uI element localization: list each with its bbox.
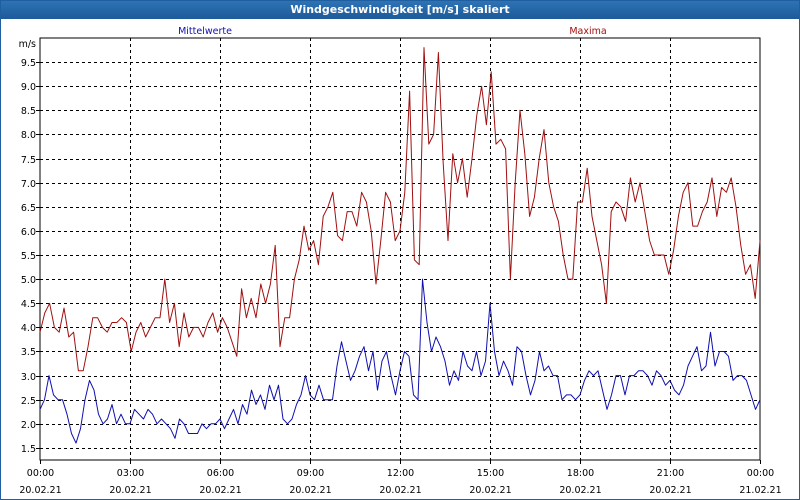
y-tick-label: 2.5 xyxy=(21,396,36,407)
y-tick-label: 4.0 xyxy=(21,323,36,334)
chart-series xyxy=(39,47,761,444)
y-tick-label: 7.5 xyxy=(21,155,36,166)
y-tick-label: 3.0 xyxy=(21,372,36,383)
y-tick-label: 8.5 xyxy=(21,106,36,117)
x-tick-date-label: 20.02.21 xyxy=(379,485,421,496)
series-line-mittelwerte xyxy=(39,278,761,444)
y-tick-label: 8.0 xyxy=(21,130,36,141)
x-tick-date-label: 20.02.21 xyxy=(559,485,601,496)
y-tick-label: 5.0 xyxy=(21,275,36,286)
y-tick-label: 9.5 xyxy=(21,58,36,69)
x-tick-date-label: 20.02.21 xyxy=(109,485,151,496)
y-tick-label: 4.5 xyxy=(21,299,36,310)
x-tick-time-label: 06:00 xyxy=(207,468,234,479)
x-tick-time-label: 00:00 xyxy=(747,468,774,479)
chart-axes xyxy=(36,37,761,464)
legend-entry-maxima: Maxima xyxy=(569,26,606,37)
y-tick-label: 1.5 xyxy=(21,444,36,455)
y-tick-label: 6.0 xyxy=(21,227,36,238)
y-tick-label: 3.5 xyxy=(21,347,36,358)
legend-entry-mittelwerte: Mittelwerte xyxy=(178,26,232,37)
x-tick-date-label: 20.02.21 xyxy=(649,485,691,496)
x-tick-time-label: 12:00 xyxy=(387,468,414,479)
x-tick-time-label: 18:00 xyxy=(567,468,594,479)
x-tick-time-label: 00:00 xyxy=(27,468,54,479)
chart-grid xyxy=(40,38,760,460)
y-tick-label: 2.0 xyxy=(21,420,36,431)
y-tick-label: 6.5 xyxy=(21,203,36,214)
x-tick-time-label: 15:00 xyxy=(477,468,504,479)
x-tick-time-label: 21:00 xyxy=(657,468,684,479)
x-tick-date-label: 20.02.21 xyxy=(199,485,241,496)
x-tick-time-label: 03:00 xyxy=(117,468,144,479)
x-tick-time-label: 09:00 xyxy=(297,468,324,479)
x-tick-date-label: 20.02.21 xyxy=(469,485,511,496)
window-title: Windgeschwindigkeit [m/s] skaliert xyxy=(1,1,799,19)
x-tick-date-label: 20.02.21 xyxy=(289,485,331,496)
chart-labels: 1.5 2.0 2.5 3.0 3.5 4.0 4.5 5.0 5.5 6.0 6.5 7.0 7.5 8… xyxy=(19,26,782,496)
series-line-maxima xyxy=(39,47,761,372)
y-tick-label: 5.5 xyxy=(21,251,36,262)
y-tick-label: 7.0 xyxy=(21,179,36,190)
x-tick-date-label: 21.02.21 xyxy=(739,485,781,496)
y-axis-label: m/s xyxy=(19,39,36,50)
y-tick-label: 9.0 xyxy=(21,82,36,93)
x-tick-date-label: 20.02.21 xyxy=(19,485,61,496)
